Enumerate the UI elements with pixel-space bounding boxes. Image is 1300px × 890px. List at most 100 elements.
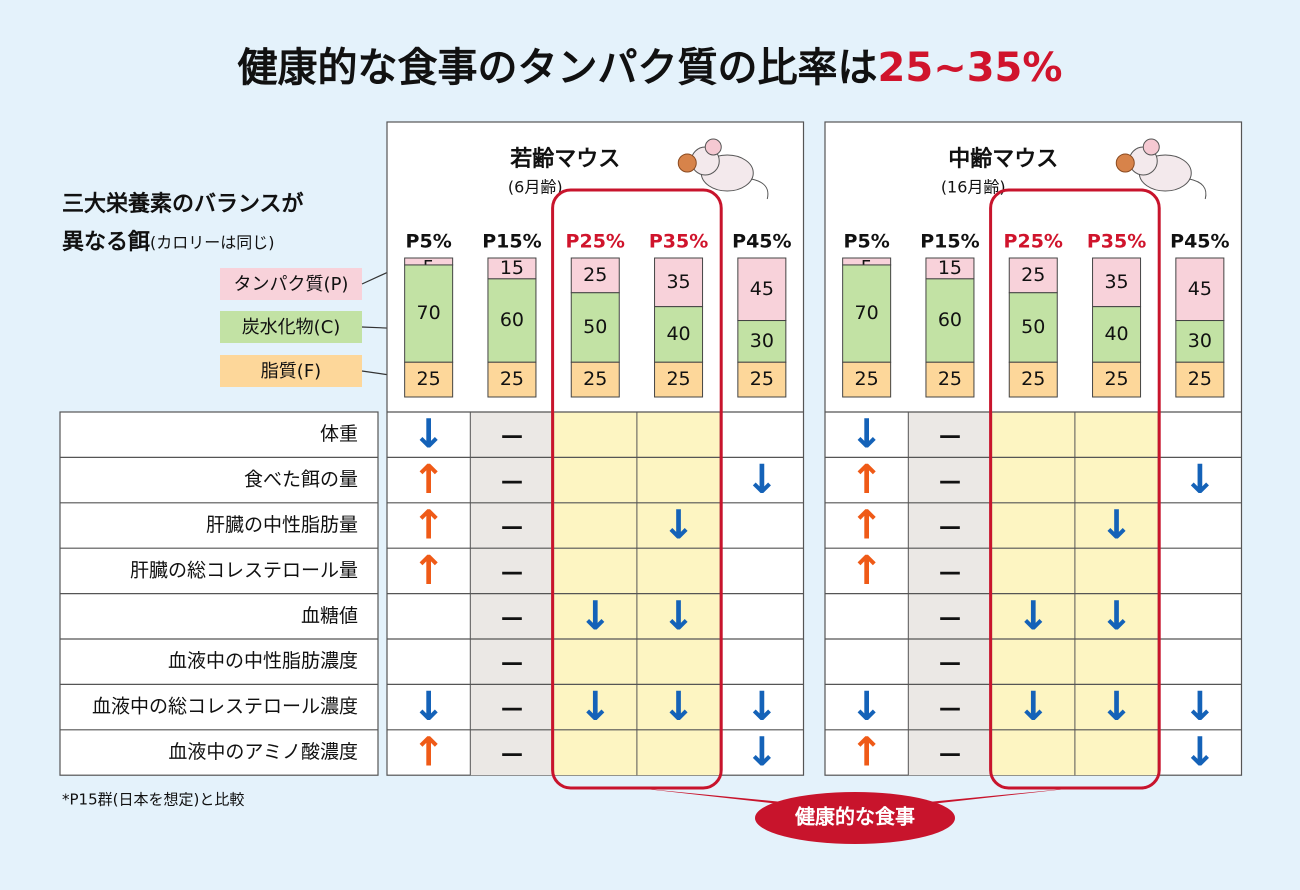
row-label: 血液中のアミノ酸濃度: [168, 741, 358, 763]
callout-bubble: [755, 792, 955, 844]
effect: —: [501, 651, 523, 676]
segment-value: 50: [1021, 316, 1045, 338]
segment-value: 70: [855, 302, 879, 324]
segment-value: 25: [417, 368, 441, 390]
bar-segment: [842, 361, 892, 398]
diet-label: P45%: [1170, 231, 1229, 253]
effect: ↓: [662, 684, 696, 730]
left-heading: 三大栄養素のバランスが: [62, 191, 304, 217]
effect: ↓: [1183, 457, 1217, 503]
segment-value: 45: [750, 278, 774, 300]
bar-segment: [1092, 257, 1142, 308]
effect: —: [501, 469, 523, 494]
effect: ↑: [850, 548, 884, 594]
bar-segment: [487, 278, 537, 363]
effect: —: [939, 469, 961, 494]
bar-segment: [1008, 257, 1058, 294]
title-main: 健康的な食事のタンパク質の比率は: [238, 45, 878, 91]
effect: ↓: [850, 684, 884, 730]
segment-value: 60: [500, 309, 524, 331]
segment-value: 45: [1188, 278, 1212, 300]
bar-segment: [654, 361, 704, 398]
footnote: *P15群(日本を想定)と比較: [62, 791, 244, 809]
segment-value: 60: [938, 309, 962, 331]
legend-box: [220, 355, 362, 387]
segment-value: 25: [855, 368, 879, 390]
effect: ↓: [578, 593, 612, 639]
effect: ↑: [850, 503, 884, 549]
effect: —: [501, 742, 523, 767]
effect: ↓: [1100, 593, 1134, 639]
segment-value: 25: [938, 368, 962, 390]
effect: ↓: [578, 684, 612, 730]
legend-label: 脂質(F): [261, 361, 321, 382]
effect: ↑: [850, 457, 884, 503]
effect: ↑: [412, 457, 446, 503]
bar-segment: [487, 361, 537, 398]
effect: —: [939, 696, 961, 721]
bar-segment: [570, 361, 620, 398]
callout-tail: [865, 788, 1075, 808]
effect: —: [501, 696, 523, 721]
callout-label: 健康的な食事: [794, 805, 915, 829]
segment-value: 50: [583, 316, 607, 338]
bar-segment: [925, 361, 975, 398]
title: 健康的な食事のタンパク質の比率は25~35%: [238, 45, 1063, 91]
segment-value: 40: [666, 323, 690, 345]
segment-value: 15: [938, 257, 962, 279]
legend-box: [220, 268, 362, 300]
diet-label: P15%: [920, 231, 979, 253]
effect: ↓: [745, 730, 779, 776]
row-label: 体重: [320, 423, 358, 445]
effect: —: [939, 742, 961, 767]
segment-value: 25: [1104, 368, 1128, 390]
bar-segment: [842, 264, 892, 363]
effect: —: [939, 605, 961, 630]
segment-value: 25: [666, 368, 690, 390]
effect: ↓: [1183, 730, 1217, 776]
effect: ↑: [850, 730, 884, 776]
row-label: 食べた餌の量: [244, 469, 358, 491]
effect: ↓: [1100, 684, 1134, 730]
segment-value: 70: [417, 302, 441, 324]
mouse-tail: [1189, 178, 1207, 200]
effect: ↓: [1016, 684, 1050, 730]
effect: ↓: [745, 457, 779, 503]
segment-value: 25: [750, 368, 774, 390]
effect: —: [501, 560, 523, 585]
mouse-ear: [1142, 138, 1160, 156]
effect: ↑: [412, 503, 446, 549]
mouse-ball: [1115, 153, 1135, 173]
effect: ↑: [412, 548, 446, 594]
diet-label: P45%: [732, 231, 791, 253]
effect: —: [501, 515, 523, 540]
segment-value: 40: [1104, 323, 1128, 345]
effect: ↓: [412, 412, 446, 458]
segment-value: 30: [1188, 330, 1212, 352]
segment-value: 25: [500, 368, 524, 390]
mouse-ball: [677, 153, 697, 173]
bar-segment: [1175, 257, 1225, 322]
group-subtitle: (6月齢): [508, 178, 563, 197]
bar-segment: [1175, 320, 1225, 363]
legend-box: [220, 311, 362, 343]
effect: —: [939, 424, 961, 449]
bar-segment: [1092, 306, 1142, 363]
segment-value: 30: [750, 330, 774, 352]
effect: ↑: [412, 730, 446, 776]
row-label: 肝臓の中性脂肪量: [206, 514, 358, 536]
segment-value: 15: [500, 257, 524, 279]
diet-label: P25%: [1004, 231, 1063, 253]
diet-label: P15%: [482, 231, 541, 253]
left-heading: 異なる餌: [62, 230, 150, 255]
legend-label: 炭水化物(C): [242, 317, 341, 338]
row-label: 血液中の中性脂肪濃度: [168, 650, 358, 672]
segment-value: 25: [1021, 368, 1045, 390]
effect: ↓: [662, 593, 696, 639]
bar-segment: [1008, 361, 1058, 398]
effect: ↓: [1100, 503, 1134, 549]
effect: ↓: [745, 684, 779, 730]
diet-label: P35%: [649, 231, 708, 253]
effect: ↓: [1183, 684, 1217, 730]
